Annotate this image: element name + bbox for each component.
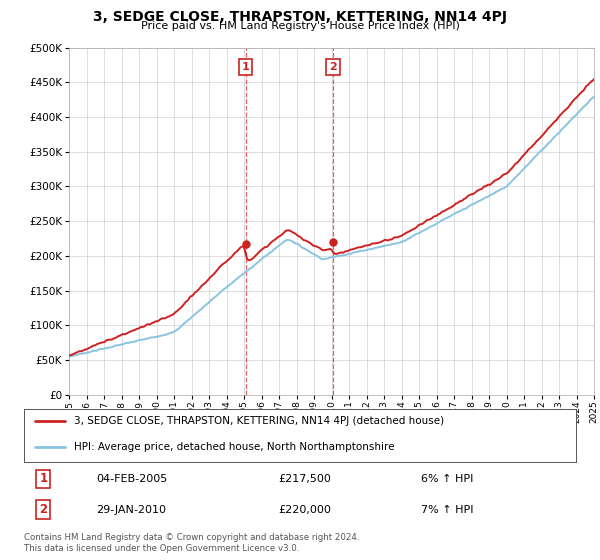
Text: 7% ↑ HPI: 7% ↑ HPI [421,505,474,515]
Text: £217,500: £217,500 [278,474,331,484]
Text: Price paid vs. HM Land Registry's House Price Index (HPI): Price paid vs. HM Land Registry's House … [140,21,460,31]
Text: 3, SEDGE CLOSE, THRAPSTON, KETTERING, NN14 4PJ (detached house): 3, SEDGE CLOSE, THRAPSTON, KETTERING, NN… [74,416,444,426]
Text: 1: 1 [39,473,47,486]
Text: Contains HM Land Registry data © Crown copyright and database right 2024.
This d: Contains HM Land Registry data © Crown c… [24,533,359,553]
Text: 2: 2 [39,503,47,516]
Text: 6% ↑ HPI: 6% ↑ HPI [421,474,474,484]
Text: 2: 2 [329,62,337,72]
Text: 3, SEDGE CLOSE, THRAPSTON, KETTERING, NN14 4PJ: 3, SEDGE CLOSE, THRAPSTON, KETTERING, NN… [93,10,507,24]
Text: 04-FEB-2005: 04-FEB-2005 [96,474,167,484]
Text: 29-JAN-2010: 29-JAN-2010 [96,505,166,515]
Text: HPI: Average price, detached house, North Northamptonshire: HPI: Average price, detached house, Nort… [74,442,394,452]
Text: 1: 1 [242,62,250,72]
Text: £220,000: £220,000 [278,505,331,515]
